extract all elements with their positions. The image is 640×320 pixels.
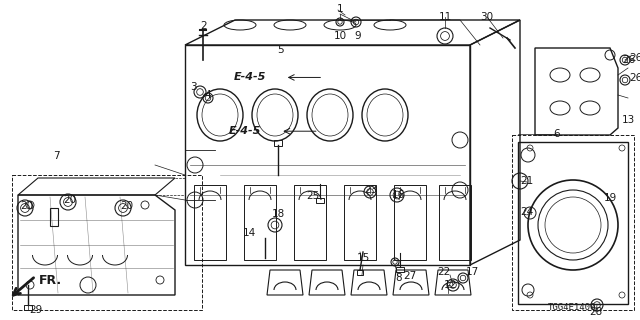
Text: 5: 5 bbox=[276, 45, 284, 55]
Text: 9: 9 bbox=[355, 31, 362, 41]
Text: 21: 21 bbox=[520, 176, 534, 186]
Bar bbox=[344, 185, 376, 260]
Text: E-4-5: E-4-5 bbox=[229, 126, 262, 136]
Text: 18: 18 bbox=[271, 209, 285, 219]
Bar bbox=[357, 270, 363, 275]
Bar bbox=[518, 142, 628, 304]
Text: 23: 23 bbox=[364, 185, 378, 195]
Text: 17: 17 bbox=[465, 267, 479, 277]
Text: E-4-5: E-4-5 bbox=[234, 72, 266, 83]
Text: 8: 8 bbox=[396, 273, 403, 283]
Text: 2: 2 bbox=[201, 21, 207, 31]
Text: 29: 29 bbox=[29, 305, 43, 315]
Text: 16: 16 bbox=[392, 190, 404, 200]
Text: FR.: FR. bbox=[38, 275, 62, 287]
Text: 30: 30 bbox=[481, 12, 493, 22]
Text: 6: 6 bbox=[554, 129, 560, 139]
Text: 1: 1 bbox=[337, 4, 343, 14]
Text: 7: 7 bbox=[52, 151, 60, 161]
Bar bbox=[439, 185, 471, 260]
Text: TGG4E1400: TGG4E1400 bbox=[548, 303, 596, 312]
Bar bbox=[194, 185, 226, 260]
Bar bbox=[12, 175, 202, 310]
Text: 26: 26 bbox=[629, 73, 640, 83]
Bar bbox=[316, 198, 324, 203]
Text: 3: 3 bbox=[189, 82, 196, 92]
Text: 22: 22 bbox=[437, 267, 451, 277]
Text: 13: 13 bbox=[621, 115, 635, 125]
Text: 25: 25 bbox=[307, 191, 319, 201]
Bar bbox=[396, 267, 404, 272]
Bar bbox=[50, 208, 58, 226]
Text: 11: 11 bbox=[438, 12, 452, 22]
Text: 14: 14 bbox=[243, 228, 255, 238]
Bar bbox=[294, 185, 326, 260]
Text: 24: 24 bbox=[520, 207, 534, 217]
Bar bbox=[185, 45, 470, 265]
Bar bbox=[394, 185, 426, 260]
Text: 20: 20 bbox=[63, 195, 76, 205]
Text: 15: 15 bbox=[356, 253, 370, 263]
Text: 19: 19 bbox=[604, 193, 616, 203]
Bar bbox=[244, 185, 276, 260]
Text: 26: 26 bbox=[622, 55, 636, 65]
Text: 10: 10 bbox=[333, 31, 347, 41]
Text: 20: 20 bbox=[20, 201, 33, 211]
Bar bbox=[512, 135, 634, 310]
Text: 4: 4 bbox=[205, 90, 211, 100]
Text: 27: 27 bbox=[403, 271, 417, 281]
Text: 12: 12 bbox=[444, 280, 456, 290]
Text: 26: 26 bbox=[629, 53, 640, 63]
Bar bbox=[24, 305, 32, 310]
Bar bbox=[274, 140, 282, 146]
Text: 20: 20 bbox=[120, 201, 133, 211]
Text: 28: 28 bbox=[589, 307, 603, 317]
